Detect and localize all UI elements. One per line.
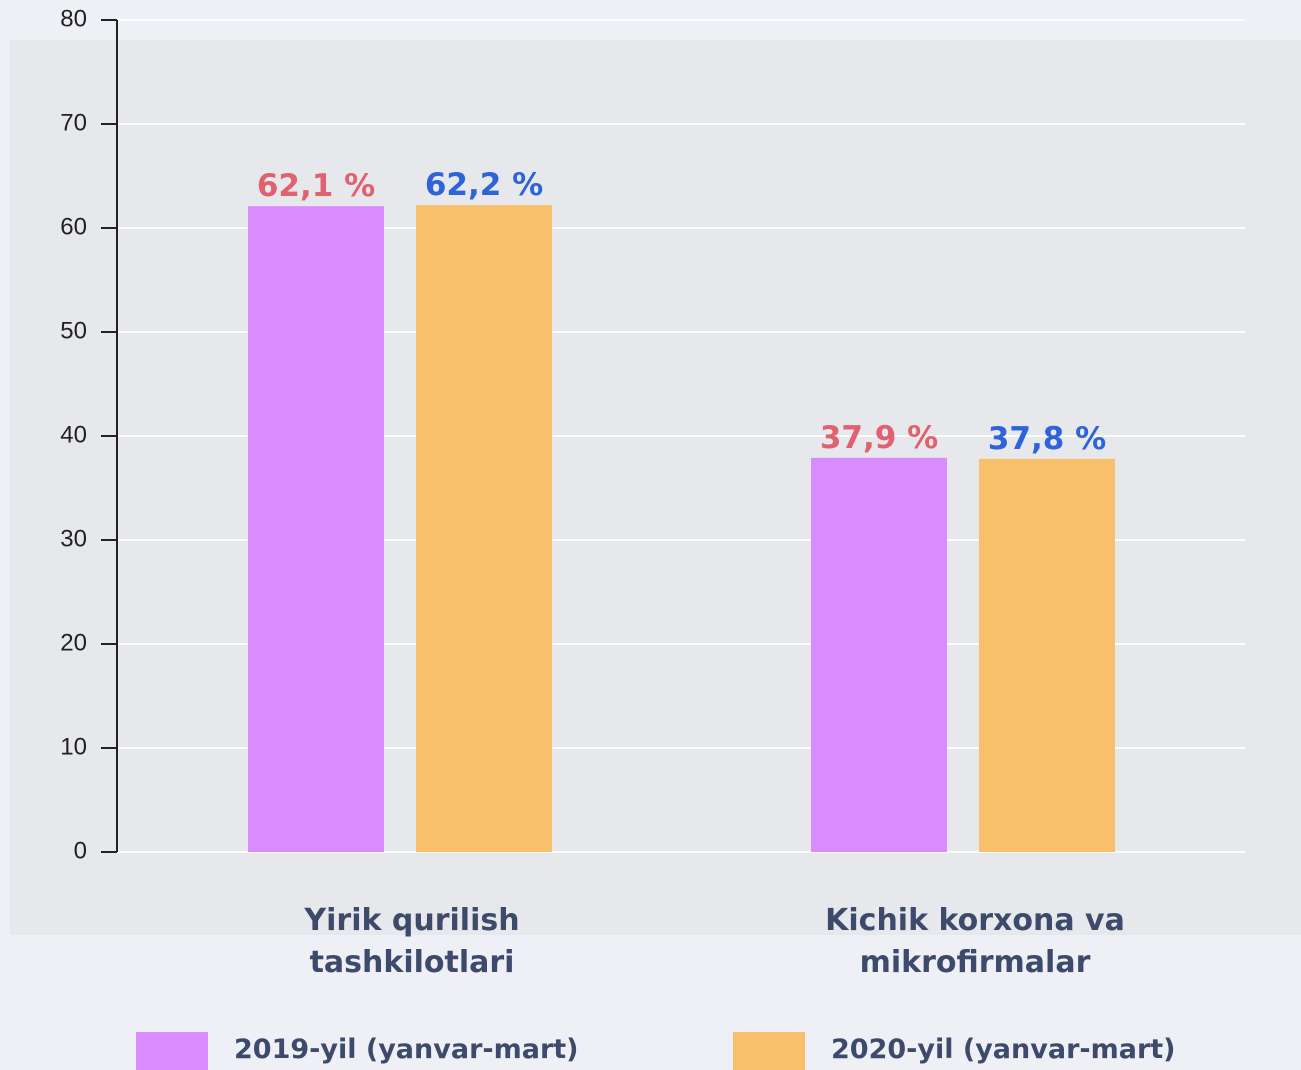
category-label: Kichik korxona va mikrofirmalar bbox=[825, 903, 1125, 980]
legend-swatch bbox=[733, 1032, 805, 1070]
category-label: Yirik qurilish tashkilotlari bbox=[304, 903, 520, 980]
y-tick-label: 20 bbox=[60, 629, 87, 656]
bar bbox=[416, 205, 552, 852]
legend-label: 2020-yil (yanvar-mart) bbox=[831, 1034, 1176, 1065]
y-tick-label: 60 bbox=[60, 213, 87, 240]
value-label: 37,9 % bbox=[820, 420, 938, 456]
y-tick-label: 0 bbox=[74, 837, 87, 864]
y-tick-label: 10 bbox=[60, 733, 87, 760]
y-tick-label: 30 bbox=[60, 525, 87, 552]
legend-swatch bbox=[136, 1032, 208, 1070]
value-label: 37,8 % bbox=[988, 421, 1106, 457]
y-tick-label: 70 bbox=[60, 109, 87, 136]
legend-label: 2019-yil (yanvar-mart) bbox=[234, 1034, 579, 1065]
y-tick-label: 80 bbox=[60, 5, 87, 32]
y-tick-label: 50 bbox=[60, 317, 87, 344]
bar bbox=[811, 457, 947, 852]
y-tick-label: 40 bbox=[60, 421, 87, 448]
value-label: 62,2 % bbox=[425, 167, 543, 203]
value-label: 62,1 % bbox=[257, 168, 375, 204]
bar bbox=[979, 458, 1115, 852]
bar bbox=[248, 206, 384, 852]
